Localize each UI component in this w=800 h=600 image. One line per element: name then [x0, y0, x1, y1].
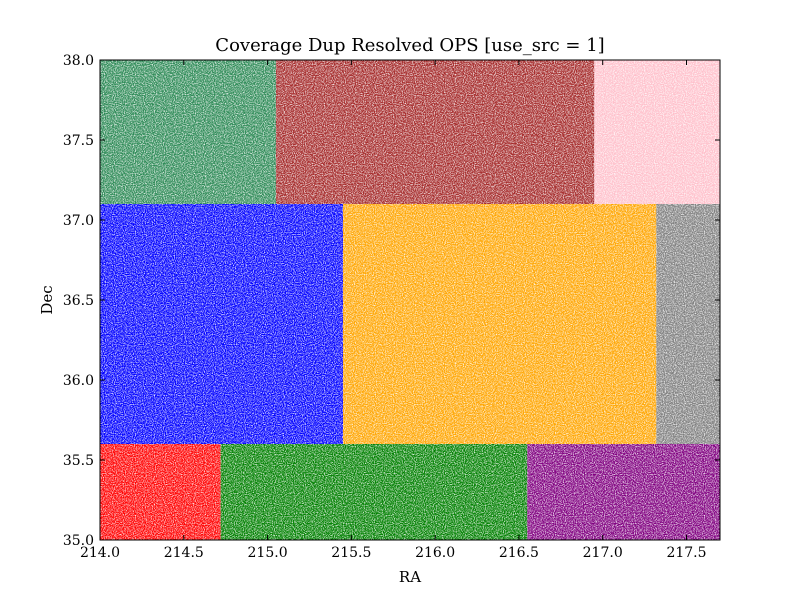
coverage-region-speckle-5	[342, 204, 657, 444]
x-tick-label: 214.5	[164, 545, 204, 561]
x-axis: 214.0 214.5 215.0 215.5 216.0 216.5 217.0 217.5	[80, 60, 707, 561]
y-tick-label: 37.5	[63, 133, 94, 149]
y-tick-label: 35.5	[63, 453, 94, 469]
x-tick-label: 217.5	[666, 545, 706, 561]
coverage-region-speckle-4	[100, 204, 343, 444]
coverage-region-speckle-9	[527, 444, 720, 540]
y-tick-label: 37.0	[63, 213, 94, 229]
coverage-region-speckle-2	[275, 60, 595, 204]
x-tick-label: 216.5	[499, 545, 539, 561]
y-tick-label: 38.0	[63, 53, 94, 69]
y-tick-label: 35.0	[63, 533, 94, 549]
x-tick-label: 217.0	[583, 545, 623, 561]
y-axis: 35.0 35.5 36.0 36.5 37.0 37.5 38.0	[63, 53, 720, 549]
coverage-region-speckle-1	[100, 60, 276, 204]
y-tick-label: 36.5	[63, 293, 94, 309]
x-tick-label: 214.0	[80, 545, 120, 561]
coverage-region-speckle-3	[594, 60, 720, 204]
coverage-speckle-overlay	[100, 60, 720, 540]
x-tick-label: 216.0	[415, 545, 455, 561]
y-axis-label: Dec	[38, 285, 56, 314]
coverage-region-speckle-7	[100, 444, 221, 540]
coverage-region-speckle-8	[220, 444, 528, 540]
y-tick-label: 36.0	[63, 373, 94, 389]
x-tick-label: 215.0	[248, 545, 288, 561]
x-tick-label: 215.5	[331, 545, 371, 561]
x-axis-label: RA	[399, 568, 421, 586]
chart-title: Coverage Dup Resolved OPS [use_src = 1]	[215, 35, 604, 56]
coverage-region-speckle-6	[656, 204, 720, 444]
